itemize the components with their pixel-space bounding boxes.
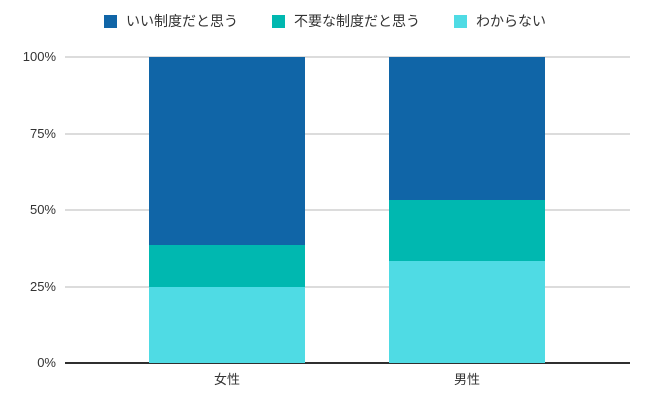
y-tick-label: 0% — [37, 355, 56, 370]
y-tick-label: 50% — [29, 202, 56, 217]
y-tick-label: 100% — [22, 49, 56, 64]
bar-segment — [389, 261, 545, 363]
legend-label: わからない — [476, 13, 546, 29]
y-tick-label: 75% — [29, 125, 56, 141]
legend-label: いい制度だと思う — [126, 13, 238, 29]
legend-label: 不要な制度だと思う — [294, 13, 420, 29]
x-axis-labels: 女性 男性 — [65, 369, 630, 387]
y-tick-label: 25% — [29, 278, 56, 294]
bar-segment — [149, 57, 305, 246]
legend-swatch-icon — [272, 14, 285, 28]
x-tick-label: 女性 — [213, 372, 240, 387]
legend-swatch-icon — [454, 14, 467, 28]
legend-swatch-icon — [104, 14, 117, 28]
y-axis-labels: 0% 25% 50% 75% 100% — [0, 49, 56, 370]
legend: いい制度だと思う 不要な制度だと思う わからない — [0, 11, 650, 31]
plot-area — [65, 56, 630, 364]
bar-segment — [389, 199, 545, 262]
x-tick-label: 男性 — [453, 372, 480, 387]
legend-item-0: いい制度だと思う — [104, 11, 238, 31]
x-axis-line — [65, 362, 630, 364]
gridline — [65, 132, 630, 135]
bar-segment — [149, 287, 305, 363]
stacked-bar-1 — [389, 57, 545, 363]
legend-item-1: 不要な制度だと思う — [272, 11, 420, 31]
stacked-bar-0 — [149, 57, 305, 363]
bar-segment — [389, 57, 545, 200]
gridline — [65, 209, 630, 211]
bar-segment — [149, 245, 305, 288]
legend-item-2: わからない — [454, 11, 546, 31]
gridline — [65, 285, 630, 288]
gridline — [65, 56, 630, 58]
